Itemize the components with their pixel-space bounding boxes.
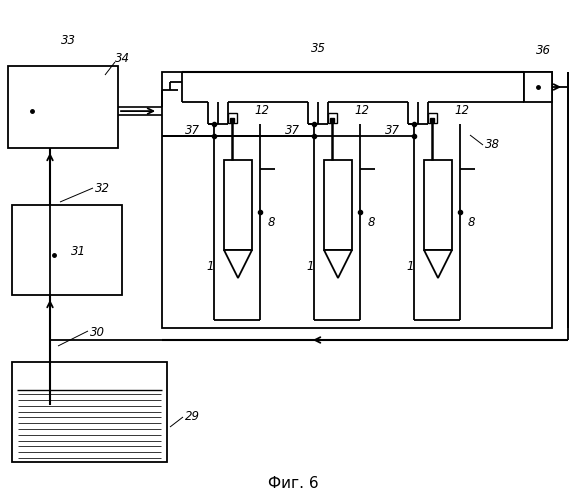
Text: 37: 37 <box>385 124 400 136</box>
Text: 35: 35 <box>311 42 325 54</box>
Text: 1: 1 <box>407 260 414 272</box>
Text: 12: 12 <box>254 104 269 117</box>
Bar <box>12 362 167 462</box>
Polygon shape <box>224 250 252 278</box>
Text: 32: 32 <box>95 182 110 194</box>
Bar <box>428 113 436 123</box>
Text: 12: 12 <box>354 104 369 117</box>
Bar <box>12 205 122 295</box>
Bar <box>224 160 252 250</box>
Bar <box>328 113 336 123</box>
Bar <box>424 160 452 250</box>
Text: 8: 8 <box>468 216 476 228</box>
Text: 38: 38 <box>485 138 500 151</box>
Text: 8: 8 <box>268 216 276 228</box>
Text: Фиг. 6: Фиг. 6 <box>268 476 318 492</box>
Bar <box>162 72 552 328</box>
Text: 30: 30 <box>90 326 105 338</box>
Bar <box>524 72 552 102</box>
Text: 31: 31 <box>71 246 85 258</box>
Bar <box>324 160 352 250</box>
Text: 29: 29 <box>185 410 200 424</box>
Text: 12: 12 <box>454 104 469 117</box>
Text: 37: 37 <box>285 124 300 136</box>
Bar <box>228 113 236 123</box>
Polygon shape <box>324 250 352 278</box>
Text: 33: 33 <box>61 34 76 48</box>
Bar <box>8 66 118 148</box>
Text: 1: 1 <box>307 260 314 272</box>
Text: 1: 1 <box>207 260 214 272</box>
Text: 36: 36 <box>535 44 550 57</box>
Polygon shape <box>424 250 452 278</box>
Text: 8: 8 <box>368 216 376 228</box>
Text: 34: 34 <box>115 52 129 64</box>
Text: 37: 37 <box>185 124 200 136</box>
